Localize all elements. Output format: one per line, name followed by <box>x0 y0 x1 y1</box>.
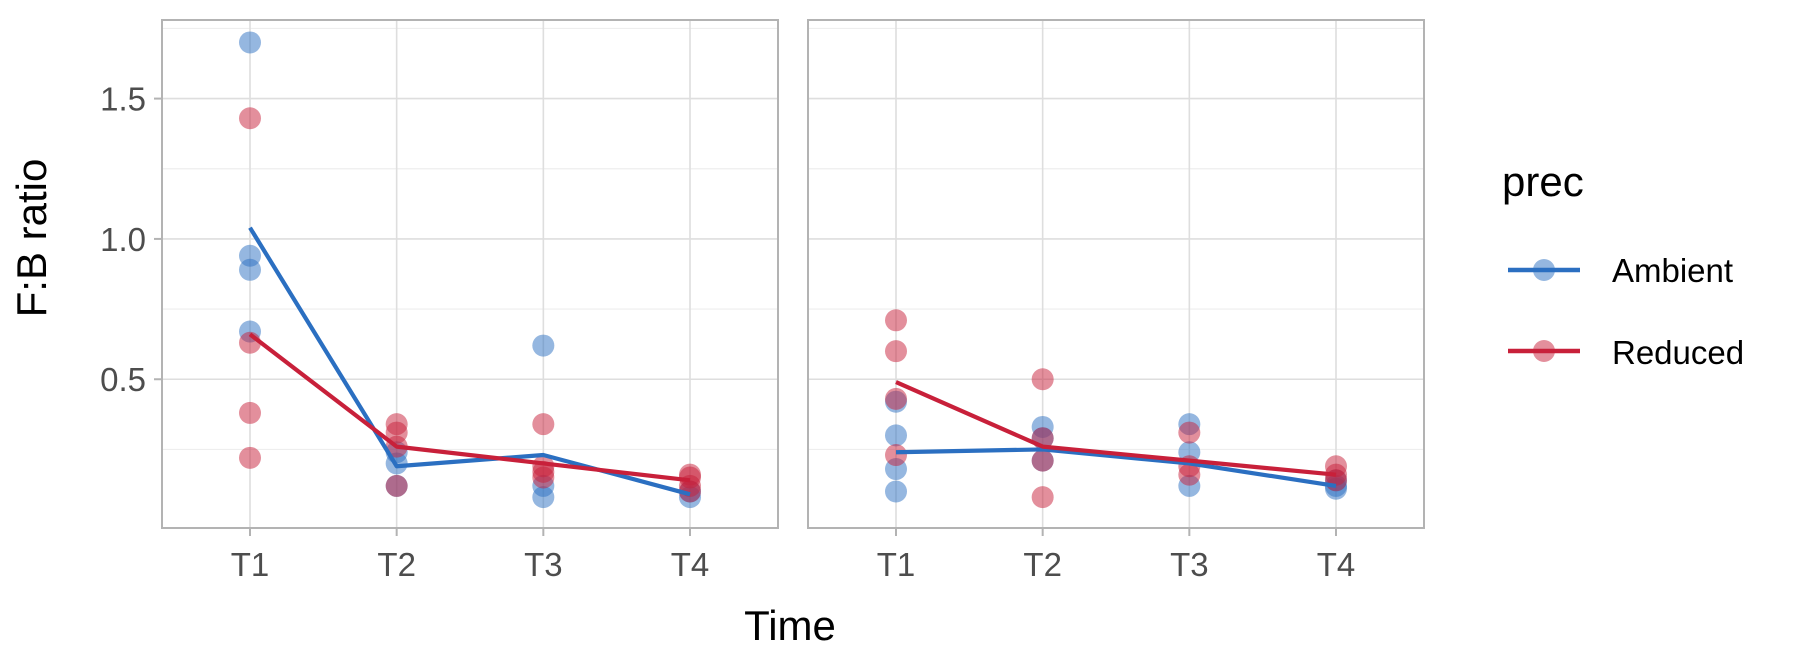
panel-1-border <box>161 19 779 529</box>
axis-layer: T1 T2 T3 T4 T1 T2 T3 T4 0.5 1.0 1.5 <box>100 81 1355 583</box>
legend-item-ambient: Ambient <box>1508 252 1733 289</box>
panel-2-point-ambient-t1 <box>885 424 907 447</box>
panel-2-background <box>808 20 1424 528</box>
panel-2-point-reduced-t2 <box>1031 368 1054 391</box>
panel-2-point-reduced-t1 <box>885 444 907 467</box>
panel-2-x-tick-label-t1: T1 <box>877 546 916 583</box>
panel-1-point-ambient-t1 <box>239 31 261 54</box>
panel-2-point-reduced-t1 <box>885 387 907 410</box>
panel-2-x-tick-label-t4: T4 <box>1317 546 1356 583</box>
panel-2-point-reduced-t1 <box>885 309 907 332</box>
panel-1-point-ambient-t3 <box>532 334 555 357</box>
legend-item-reduced: Reduced <box>1508 334 1744 371</box>
panel-1-point-reduced-t4 <box>679 480 701 503</box>
panel-2-trend-line-reduced <box>895 380 1337 477</box>
panel-2-point-reduced-t3 <box>1178 421 1201 444</box>
legend-title: prec <box>1502 158 1584 205</box>
legend: prec Ambient Reduced <box>1502 158 1744 371</box>
panel-1-point-reduced-t1 <box>239 446 261 469</box>
legend-key-point-reduced <box>1533 340 1555 362</box>
panel-2-border <box>807 19 1425 529</box>
y-tick-label-2: 1.5 <box>100 81 146 118</box>
panel-1-point-reduced-t1 <box>239 107 261 130</box>
legend-label-ambient: Ambient <box>1612 252 1733 289</box>
panel-1-background <box>162 20 778 528</box>
panel-1-point-reduced-t3 <box>532 413 555 436</box>
panel-1-point-ambient-t1 <box>239 258 261 281</box>
y-tick-label-1: 1.0 <box>100 221 146 258</box>
panel-1-trend-line-ambient <box>248 226 691 497</box>
panel-1-x-tick-label-t2: T2 <box>377 546 416 583</box>
panel-2-x-tick-label-t3: T3 <box>1170 546 1209 583</box>
panel-1-point-reduced-t1 <box>239 401 261 424</box>
panel-1-point-reduced-t2 <box>385 474 408 497</box>
border-layer <box>161 19 1425 529</box>
panel-2-point-reduced-t1 <box>885 340 907 363</box>
y-tick-label-0: 0.5 <box>100 361 146 398</box>
panel-1-point-ambient-t3 <box>532 486 555 509</box>
panel-2-point-reduced-t2 <box>1031 449 1054 472</box>
panel-1-x-tick-label-t1: T1 <box>231 546 270 583</box>
grid-layer <box>162 20 1424 528</box>
panel-2-point-reduced-t3 <box>1178 463 1201 486</box>
x-axis-title: Time <box>744 602 836 649</box>
panel-2-x-tick-label-t2: T2 <box>1023 546 1062 583</box>
legend-key-point-ambient <box>1533 259 1555 281</box>
panel-2-trend-line-ambient <box>895 447 1337 488</box>
marks-layer <box>239 31 1347 509</box>
legend-label-reduced: Reduced <box>1612 334 1744 371</box>
panel-1-point-reduced-t3 <box>532 466 555 489</box>
y-axis-title: F:B ratio <box>8 159 55 318</box>
panel-1-x-tick-label-t4: T4 <box>671 546 710 583</box>
panel-2-point-reduced-t2 <box>1031 486 1054 509</box>
panel-1-trend-line-reduced <box>248 332 691 483</box>
panel-1-x-tick-label-t3: T3 <box>524 546 563 583</box>
panel-2-point-ambient-t1 <box>885 480 907 503</box>
